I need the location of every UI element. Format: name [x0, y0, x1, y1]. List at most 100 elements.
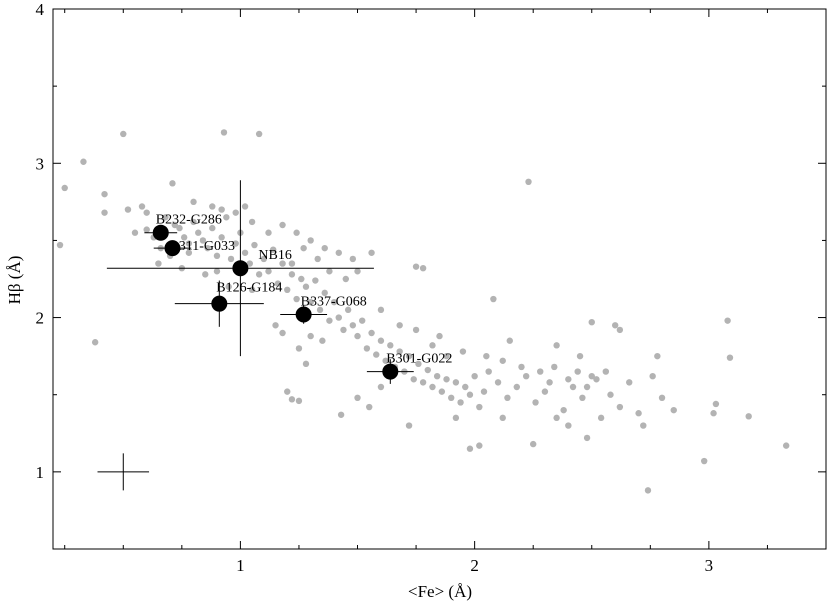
background-point: [541, 388, 549, 395]
background-point: [300, 244, 307, 252]
background-point: [319, 337, 326, 344]
background-point: [143, 226, 150, 233]
background-point: [349, 322, 357, 329]
background-point: [298, 275, 305, 283]
background-point: [471, 373, 478, 380]
background-point: [658, 394, 666, 401]
background-point: [712, 400, 720, 408]
y-tick-label: 2: [36, 309, 45, 328]
background-point: [588, 319, 595, 326]
background-point: [143, 209, 150, 216]
background-point: [616, 326, 624, 334]
background-point: [419, 265, 427, 272]
background-point: [452, 379, 460, 386]
background-point: [190, 218, 197, 226]
background-point: [312, 277, 319, 284]
background-point: [314, 255, 321, 263]
background-point: [202, 271, 209, 278]
background-point: [494, 379, 502, 386]
background-point: [248, 218, 256, 226]
background-point: [169, 180, 176, 187]
background-point: [120, 130, 127, 138]
point-label: B301-G022: [386, 352, 452, 367]
background-point: [649, 373, 656, 380]
background-point: [443, 376, 450, 383]
background-point: [232, 209, 239, 216]
background-point: [288, 260, 296, 267]
background-point: [588, 373, 595, 380]
background-point: [61, 184, 68, 192]
background-point: [265, 229, 272, 236]
highlighted-point: [152, 224, 169, 241]
background-point: [377, 383, 385, 391]
background-point: [246, 260, 253, 267]
typical-error-bar: [97, 453, 150, 491]
background-point: [377, 337, 385, 344]
background-point: [466, 445, 474, 452]
background-point: [195, 229, 202, 236]
background-point: [522, 373, 530, 380]
background-point: [565, 376, 572, 383]
background-point: [565, 422, 572, 429]
highlighted-point: [164, 240, 181, 257]
y-axis-label: Hβ (Å): [5, 256, 24, 305]
background-point: [321, 289, 328, 297]
background-point: [279, 329, 286, 337]
background-point: [185, 249, 193, 256]
background-point: [213, 268, 221, 275]
background-point: [429, 383, 436, 391]
background-point: [457, 399, 464, 406]
y-tick-label: 4: [36, 0, 45, 19]
background-point: [574, 368, 581, 375]
background-point: [448, 394, 455, 401]
background-point: [342, 275, 350, 283]
background-point: [255, 130, 263, 138]
background-point: [190, 198, 197, 206]
background-point: [354, 332, 361, 340]
background-point: [101, 209, 108, 216]
background-point: [248, 286, 256, 293]
highlighted-point: [232, 260, 249, 277]
background-point: [537, 368, 544, 375]
background-point: [326, 317, 333, 324]
background-point: [700, 457, 708, 465]
plot-frame: [52, 8, 827, 550]
background-point: [359, 317, 366, 324]
background-point: [410, 376, 417, 383]
background-point: [366, 403, 373, 411]
x-axis-ticks: 1 2 3: [64, 9, 827, 575]
background-point: [405, 422, 413, 429]
background-point: [368, 329, 375, 337]
background-point: [640, 422, 647, 429]
background-point: [209, 203, 216, 210]
background-point: [344, 306, 352, 314]
background-point: [377, 306, 385, 314]
background-point: [525, 178, 532, 185]
background-point: [218, 206, 225, 213]
background-point: [745, 413, 752, 420]
background-point: [131, 229, 139, 236]
background-point: [476, 403, 483, 411]
background-point: [316, 306, 324, 314]
background-point: [241, 203, 249, 210]
y-tick-label: 3: [36, 154, 45, 173]
background-point: [644, 487, 652, 494]
background-point: [490, 295, 497, 303]
point-label: NB16: [258, 248, 291, 263]
highlighted-points: B232-G286 B311-G033 NB16 B126-G184 B337-G068…: [106, 180, 452, 384]
y-tick-label: 1: [36, 463, 45, 482]
background-point: [654, 352, 661, 360]
background-point: [162, 214, 169, 221]
background-point: [436, 332, 443, 340]
background-point: [220, 129, 228, 136]
background-point: [209, 224, 216, 232]
background-point: [284, 388, 291, 395]
background-point: [597, 414, 605, 422]
background-point: [593, 376, 600, 383]
background-point: [529, 440, 537, 448]
background-point: [782, 442, 790, 449]
background-point: [532, 399, 539, 406]
point-label: B126-G184: [216, 281, 282, 296]
background-point: [438, 388, 446, 395]
background-point: [396, 322, 403, 329]
